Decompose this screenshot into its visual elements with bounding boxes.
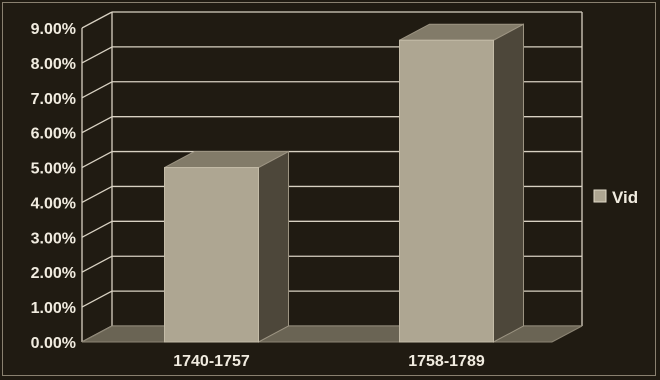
bar-front-face [164, 167, 259, 343]
y-tick-label: 1.00% [31, 300, 76, 317]
y-axis-tick-labels: 0.00% 1.00% 2.00% 3.00% 4.00% 5.00% 6.00% 7.00%… [31, 21, 76, 352]
y-tick-label: 7.00% [31, 91, 76, 108]
side-wall-gridline [81, 11, 113, 29]
bar-side-face [258, 150, 289, 343]
side-wall-gridline [81, 46, 113, 64]
bar-1758-1789 [399, 23, 524, 343]
bar-front-face [399, 39, 494, 343]
chart-frame [2, 2, 656, 376]
y-tick-label: 9.00% [31, 21, 76, 38]
bars [164, 23, 524, 343]
side-wall-gridline [81, 116, 113, 134]
y-tick-label: 0.00% [31, 335, 76, 352]
side-wall-gridline [81, 290, 113, 308]
y-tick-label: 5.00% [31, 161, 76, 178]
side-wall-gridline [81, 255, 113, 273]
legend-swatch [593, 189, 607, 203]
bar-1740-1757 [164, 150, 289, 343]
x-category-label: 1758-1789 [408, 353, 485, 370]
side-wall-gridline [81, 150, 113, 169]
x-axis-category-labels: 1740-1757 1758-1789 [173, 353, 485, 370]
legend: Vid [593, 188, 638, 207]
y-tick-label: 4.00% [31, 195, 76, 212]
side-wall-gridline [81, 185, 113, 204]
side-wall-gridline [81, 220, 113, 238]
bar-side-face [493, 23, 524, 343]
legend-label-vid: Vid [612, 188, 638, 207]
side-wall-gridline [81, 81, 113, 99]
y-tick-label: 8.00% [31, 56, 76, 73]
y-tick-label: 2.00% [31, 265, 76, 282]
y-tick-label: 3.00% [31, 230, 76, 247]
y-tick-label: 6.00% [31, 126, 76, 143]
x-category-label: 1740-1757 [173, 353, 250, 370]
